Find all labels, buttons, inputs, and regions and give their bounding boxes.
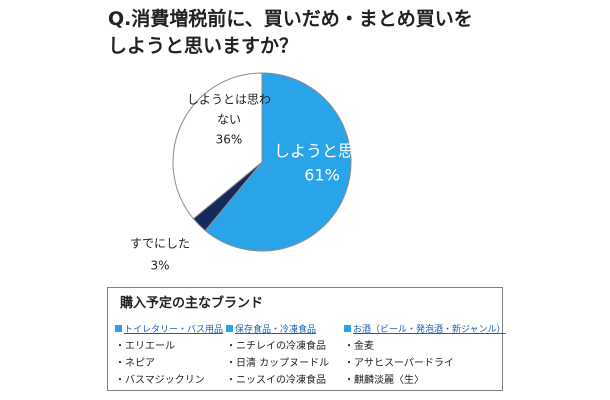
brand-list: ・エリエール ・ネピア ・バスマジックリン [115, 338, 237, 389]
pie-slice-value: 36% [216, 133, 243, 147]
square-bullet-icon [115, 324, 122, 332]
square-bullet-icon [344, 324, 351, 332]
pie-slice-label: しようとは思わ [187, 93, 271, 107]
brand-column-alcohol: お酒（ビール・発泡酒・新ジャンル） ・金麦 ・アサヒスーパードライ ・麒麟淡麗〈… [344, 322, 506, 389]
brand-column-heading-text: トイレタリー・バス用品 [124, 324, 224, 335]
pie-slice-label: ない [217, 113, 241, 127]
square-bullet-icon [226, 324, 233, 332]
brand-column-food: 保存食品・冷凍食品 ・ニチレイの冷凍食品 ・日清 カップヌードル ・ニッスイの冷… [226, 322, 348, 389]
brand-column-heading-text: お酒（ビール・発泡酒・新ジャンル） [353, 324, 506, 335]
pie-slice-label: すでにした [130, 237, 190, 251]
brand-column-heading-text: 保存食品・冷凍食品 [235, 324, 317, 335]
pie-slice-value: 61% [304, 166, 340, 185]
pie-slice-label: しようと思う [274, 142, 370, 161]
brand-list: ・金麦 ・アサヒスーパードライ ・麒麟淡麗〈生〉 [344, 338, 466, 389]
brand-column-heading: 保存食品・冷凍食品 [226, 322, 348, 335]
brand-column-heading: トイレタリー・バス用品 [115, 322, 237, 335]
brand-item: ・バスマジックリン [115, 375, 205, 386]
chart-title-line-2: しようと思いますか？ [108, 35, 299, 57]
brand-box-title: 購入予定の主なブランド [120, 296, 264, 311]
brand-item: ・ニチレイの冷凍食品 [226, 341, 326, 352]
pie-slices [172, 72, 352, 252]
pie-slice [172, 72, 263, 220]
brand-column-heading: お酒（ビール・発泡酒・新ジャンル） [344, 322, 506, 335]
brand-item: ・ニッスイの冷凍食品 [226, 375, 326, 386]
brand-item: ・アサヒスーパードライ [344, 358, 454, 369]
brand-column-toiletry: トイレタリー・バス用品 ・エリエール ・ネピア ・バスマジックリン [115, 322, 237, 389]
brand-item: ・エリエール [115, 341, 175, 352]
chart-title-line-1: Q.消費増税前に、買いだめ・まとめ買いを [108, 8, 473, 30]
brand-list: ・ニチレイの冷凍食品 ・日清 カップヌードル ・ニッスイの冷凍食品 [226, 338, 348, 389]
chart-title: Q.消費増税前に、買いだめ・まとめ買いを しようと思いますか？ [108, 6, 588, 60]
pie-slice-value: 3% [150, 259, 169, 273]
brand-item: ・日清 カップヌードル [226, 358, 330, 369]
brand-item: ・麒麟淡麗〈生〉 [344, 375, 424, 386]
brand-box: 購入予定の主なブランド トイレタリー・バス用品 ・エリエール ・ネピア ・バスマ… [107, 287, 506, 391]
pie-slice [204, 72, 352, 252]
brand-item: ・金麦 [344, 341, 374, 352]
brand-item: ・ネピア [115, 358, 155, 369]
